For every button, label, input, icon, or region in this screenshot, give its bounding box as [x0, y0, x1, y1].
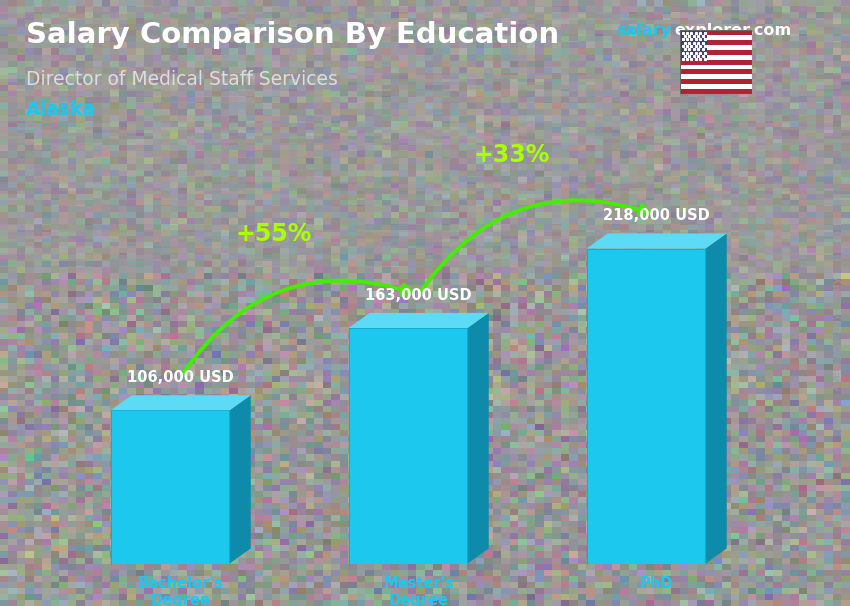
Bar	[680, 70, 752, 75]
Bar	[680, 75, 752, 79]
Bar	[680, 79, 752, 84]
Bar	[680, 35, 752, 40]
Polygon shape	[110, 410, 230, 564]
Polygon shape	[586, 248, 706, 564]
Polygon shape	[586, 233, 727, 248]
Text: Director of Medical Staff Services: Director of Medical Staff Services	[26, 70, 337, 88]
Bar	[680, 84, 752, 89]
Polygon shape	[348, 313, 489, 328]
Text: Bachelor's
Degree: Bachelor's Degree	[138, 576, 224, 606]
Polygon shape	[110, 395, 251, 410]
Text: Master's
Degree: Master's Degree	[383, 576, 454, 606]
Bar	[680, 50, 752, 55]
Text: 163,000 USD: 163,000 USD	[366, 288, 472, 302]
Text: salary: salary	[616, 23, 672, 38]
Bar	[680, 30, 752, 35]
Text: 106,000 USD: 106,000 USD	[128, 370, 234, 385]
Bar	[680, 45, 752, 50]
Text: +33%: +33%	[474, 142, 550, 167]
Bar	[680, 40, 752, 45]
Text: Alaska: Alaska	[26, 100, 95, 119]
Text: Salary Comparison By Education: Salary Comparison By Education	[26, 21, 558, 49]
Text: explorer.com: explorer.com	[674, 23, 791, 38]
Text: PhD: PhD	[640, 576, 673, 591]
Bar	[680, 55, 752, 59]
Polygon shape	[468, 313, 489, 564]
Bar	[680, 30, 707, 59]
Bar	[680, 59, 752, 65]
Text: 218,000 USD: 218,000 USD	[604, 208, 710, 223]
Text: +55%: +55%	[236, 222, 312, 246]
Bar	[680, 89, 752, 94]
Polygon shape	[348, 328, 468, 564]
Text: Average Yearly Salary: Average Yearly Salary	[832, 277, 842, 390]
Bar	[680, 65, 752, 70]
Polygon shape	[706, 233, 727, 564]
Polygon shape	[230, 395, 251, 564]
